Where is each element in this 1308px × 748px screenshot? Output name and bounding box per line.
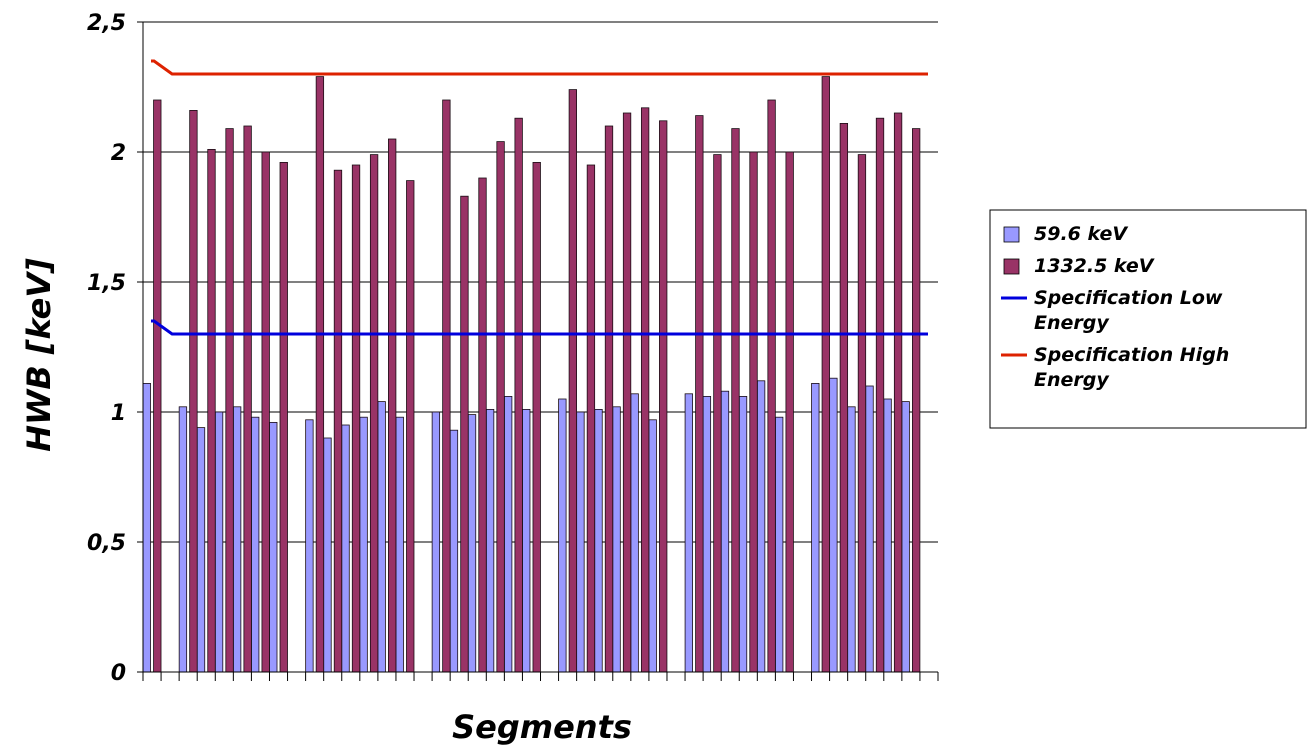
bar-low-energy <box>342 425 350 672</box>
bar-low-energy <box>577 412 585 672</box>
bar-high-energy <box>659 121 667 672</box>
legend-swatch <box>1004 227 1019 242</box>
bar-low-energy <box>848 407 856 672</box>
legend-label: 59.6 keV <box>1034 223 1128 245</box>
bar-high-energy <box>154 100 162 672</box>
bar-low-energy <box>884 399 892 672</box>
bar-high-energy <box>226 129 234 672</box>
bar-high-energy <box>497 142 505 672</box>
bar-low-energy <box>866 386 874 672</box>
bar-high-energy <box>370 155 378 672</box>
bar-low-energy <box>468 415 476 672</box>
bar-high-energy <box>262 152 270 672</box>
bar-low-energy <box>595 409 603 672</box>
bar-high-energy <box>840 123 848 672</box>
bar-low-energy <box>215 412 223 672</box>
bar-low-energy <box>631 394 639 672</box>
bar-low-energy <box>233 407 241 672</box>
bar-high-energy <box>605 126 613 672</box>
bar-low-energy <box>613 407 621 672</box>
bar-high-energy <box>280 162 288 672</box>
bar-low-energy <box>432 412 440 672</box>
bar-high-energy <box>443 100 451 672</box>
y-tick-label: 1,5 <box>87 271 126 296</box>
legend-label: 1332.5 keV <box>1034 255 1155 277</box>
bar-high-energy <box>533 162 541 672</box>
bar-high-energy <box>641 108 649 672</box>
y-tick-label: 0,5 <box>87 531 126 556</box>
bar-low-energy <box>396 417 404 672</box>
bar-low-energy <box>378 402 386 672</box>
bar-low-energy <box>649 420 657 672</box>
legend-label: Energy <box>1034 312 1110 334</box>
bar-high-energy <box>479 178 487 672</box>
bar-high-energy <box>822 77 830 672</box>
bar-low-energy <box>739 396 747 672</box>
bar-high-energy <box>569 90 577 672</box>
bar-high-energy <box>623 113 631 672</box>
bar-low-energy <box>143 383 151 672</box>
bar-high-energy <box>732 129 740 672</box>
bar-low-energy <box>757 381 765 672</box>
bar-high-energy <box>352 165 360 672</box>
bar-high-energy <box>316 77 324 672</box>
bar-low-energy <box>450 430 458 672</box>
bar-low-energy <box>522 409 530 672</box>
legend-label: Energy <box>1034 369 1110 391</box>
bar-high-energy <box>876 118 884 672</box>
bar-high-energy <box>714 155 722 672</box>
legend-label: Specification High <box>1034 344 1229 366</box>
bar-low-energy <box>504 396 512 672</box>
bar-low-energy <box>179 407 187 672</box>
bar-high-energy <box>912 129 920 672</box>
bar-high-energy <box>461 196 469 672</box>
bar-high-energy <box>750 152 758 672</box>
bar-high-energy <box>244 126 252 672</box>
bar-low-energy <box>703 396 711 672</box>
x-axis-title: Segments <box>452 708 632 746</box>
y-axis-title: HWB [keV] <box>20 258 58 452</box>
bar-high-energy <box>334 170 342 672</box>
y-tick-labels: 0 0,5 1 1,5 2 2,5 <box>87 11 126 686</box>
bar-high-energy <box>786 152 794 672</box>
bar-low-energy <box>251 417 259 672</box>
bar-high-energy <box>406 181 414 672</box>
bar-high-energy <box>190 110 198 672</box>
bar-low-energy <box>270 422 278 672</box>
legend: 59.6 keV 1332.5 keV Specification Low Energ… <box>990 210 1306 428</box>
bar-low-energy <box>721 391 729 672</box>
bar-high-energy <box>388 139 396 672</box>
bar-high-energy <box>768 100 776 672</box>
y-tick-label: 2,5 <box>87 11 126 36</box>
legend-swatch <box>1004 259 1019 274</box>
y-tick-label: 0 <box>111 661 126 686</box>
bar-high-energy <box>696 116 704 672</box>
spec-high-energy-line <box>151 61 928 74</box>
bar-low-energy <box>830 378 838 672</box>
bar-high-energy <box>858 155 866 672</box>
bar-low-energy <box>559 399 567 672</box>
bar-high-energy <box>208 149 216 672</box>
bar-high-energy <box>587 165 595 672</box>
bars <box>143 77 920 672</box>
bar-low-energy <box>197 428 205 672</box>
bar-low-energy <box>775 417 783 672</box>
bar-low-energy <box>324 438 332 672</box>
legend-label: Specification Low <box>1034 287 1223 309</box>
bar-low-energy <box>360 417 368 672</box>
bar-high-energy <box>894 113 902 672</box>
bar-low-energy <box>685 394 693 672</box>
bar-high-energy <box>515 118 523 672</box>
bar-low-energy <box>812 383 820 672</box>
bar-low-energy <box>902 402 910 672</box>
y-tick-label: 2 <box>111 141 126 166</box>
bar-low-energy <box>486 409 494 672</box>
y-tick-label: 1 <box>111 401 126 426</box>
bar-low-energy <box>306 420 314 672</box>
